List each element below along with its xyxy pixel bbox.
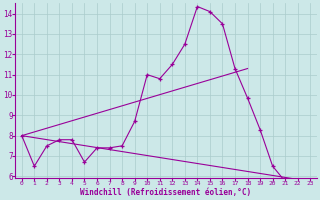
X-axis label: Windchill (Refroidissement éolien,°C): Windchill (Refroidissement éolien,°C) [80,188,252,197]
